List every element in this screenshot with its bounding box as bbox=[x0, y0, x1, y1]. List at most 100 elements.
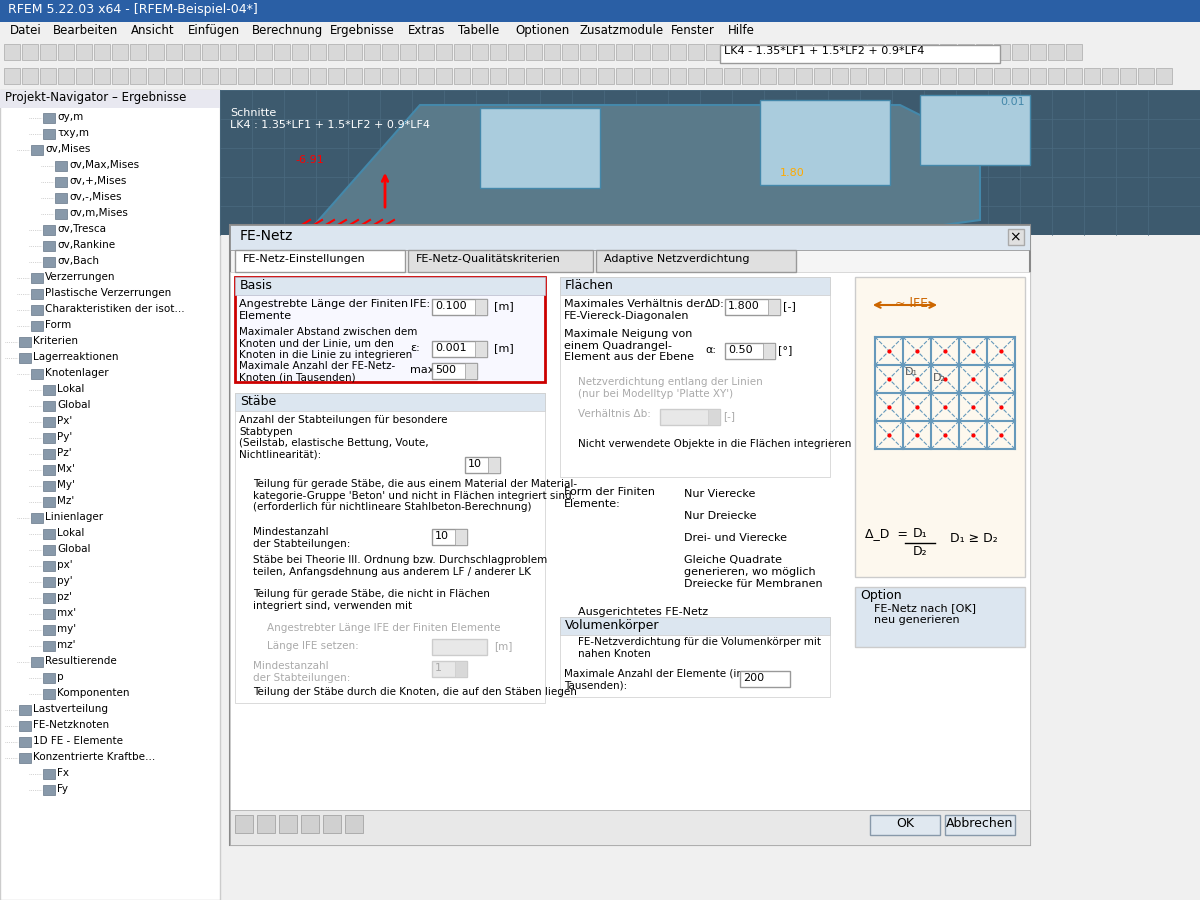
Bar bbox=[148, 68, 164, 84]
Bar bbox=[708, 409, 720, 425]
Text: p: p bbox=[58, 672, 64, 682]
Bar bbox=[472, 44, 488, 60]
Text: Maximale Anzahl der FE-Netz-
Knoten (in Tausenden): Maximale Anzahl der FE-Netz- Knoten (in … bbox=[239, 361, 395, 382]
Bar bbox=[725, 343, 775, 359]
Text: LK4 : 1.35*LF1 + 1.5*LF2 + 0.9*LF4: LK4 : 1.35*LF1 + 1.5*LF2 + 0.9*LF4 bbox=[230, 120, 430, 130]
Bar bbox=[94, 68, 110, 84]
Bar bbox=[742, 68, 758, 84]
Bar bbox=[850, 68, 866, 84]
Text: Kriterien: Kriterien bbox=[34, 336, 78, 346]
Bar bbox=[0, 0, 1200, 22]
Bar bbox=[596, 250, 796, 272]
Bar bbox=[1102, 68, 1118, 84]
Bar bbox=[292, 44, 308, 60]
Circle shape bbox=[670, 533, 680, 543]
Bar bbox=[166, 44, 182, 60]
Bar bbox=[31, 657, 43, 667]
Bar bbox=[43, 257, 55, 267]
Bar bbox=[740, 671, 790, 687]
Bar bbox=[760, 100, 890, 185]
Text: Mindestanzahl
der Stabteilungen:: Mindestanzahl der Stabteilungen: bbox=[253, 661, 350, 682]
Bar bbox=[455, 661, 467, 677]
Text: ~ lFE: ~ lFE bbox=[895, 297, 928, 310]
Bar bbox=[432, 661, 467, 677]
Text: Teilung für gerade Stäbe, die aus einem Material der Material-
kategorie-Gruppe : Teilung für gerade Stäbe, die aus einem … bbox=[253, 479, 577, 512]
Text: Komponenten: Komponenten bbox=[58, 688, 130, 698]
Bar bbox=[544, 44, 560, 60]
Bar bbox=[1030, 44, 1046, 60]
Text: 10: 10 bbox=[468, 459, 482, 469]
Bar bbox=[508, 44, 524, 60]
Bar bbox=[660, 409, 720, 425]
Bar bbox=[886, 68, 902, 84]
Bar bbox=[43, 769, 55, 779]
Text: lFE:: lFE: bbox=[410, 299, 430, 309]
Bar bbox=[43, 113, 55, 123]
Text: σv,Max,Mises: σv,Max,Mises bbox=[70, 160, 139, 170]
Bar bbox=[43, 465, 55, 475]
Bar bbox=[1012, 68, 1028, 84]
Bar bbox=[112, 44, 128, 60]
Bar bbox=[256, 68, 272, 84]
Text: Flächen: Flächen bbox=[565, 279, 614, 292]
Bar bbox=[870, 815, 940, 835]
Bar bbox=[0, 90, 220, 900]
Bar bbox=[43, 609, 55, 619]
Circle shape bbox=[253, 621, 263, 631]
Bar bbox=[238, 44, 254, 60]
Text: Drei- und Vierecke: Drei- und Vierecke bbox=[684, 533, 787, 543]
Bar bbox=[19, 737, 31, 747]
Bar bbox=[958, 44, 974, 60]
Bar bbox=[238, 68, 254, 84]
Bar bbox=[560, 277, 830, 477]
Circle shape bbox=[253, 639, 263, 649]
Text: 0.50: 0.50 bbox=[728, 345, 752, 355]
Bar bbox=[4, 68, 20, 84]
Bar bbox=[19, 705, 31, 715]
Bar bbox=[670, 581, 680, 591]
Bar bbox=[418, 44, 434, 60]
Text: Tabelle: Tabelle bbox=[458, 24, 499, 37]
Bar bbox=[1084, 68, 1100, 84]
Bar bbox=[230, 225, 1030, 250]
Text: D₂: D₂ bbox=[934, 373, 946, 383]
Bar bbox=[19, 753, 31, 763]
Bar bbox=[19, 337, 31, 347]
Text: Berechnung: Berechnung bbox=[252, 24, 323, 37]
Bar bbox=[724, 44, 740, 60]
Text: Dreiecke für Membranen: Dreiecke für Membranen bbox=[684, 579, 823, 589]
Bar bbox=[328, 44, 344, 60]
Bar bbox=[382, 68, 398, 84]
Bar bbox=[490, 68, 506, 84]
Text: Extras: Extras bbox=[408, 24, 445, 37]
Bar bbox=[670, 557, 680, 567]
Bar bbox=[580, 44, 596, 60]
Bar bbox=[274, 68, 290, 84]
Text: ε:: ε: bbox=[410, 343, 420, 353]
Bar bbox=[0, 22, 1200, 42]
Bar bbox=[43, 385, 55, 395]
Bar bbox=[230, 272, 1030, 810]
Text: Hilfe: Hilfe bbox=[728, 24, 755, 37]
Bar bbox=[994, 44, 1010, 60]
Bar bbox=[564, 609, 574, 619]
Text: FE-Netzknoten: FE-Netzknoten bbox=[34, 720, 109, 730]
Bar bbox=[994, 68, 1010, 84]
Bar bbox=[634, 44, 650, 60]
Bar bbox=[22, 44, 38, 60]
Text: py': py' bbox=[58, 576, 73, 586]
Bar bbox=[796, 44, 812, 60]
Text: Knotenlager: Knotenlager bbox=[46, 368, 109, 378]
Bar bbox=[323, 815, 341, 833]
Text: 0.001: 0.001 bbox=[436, 343, 467, 353]
Text: [-]: [-] bbox=[722, 411, 734, 421]
Bar bbox=[235, 277, 545, 295]
Bar bbox=[1156, 68, 1172, 84]
Bar bbox=[564, 379, 574, 389]
Bar bbox=[455, 529, 467, 545]
Text: τxy,m: τxy,m bbox=[58, 128, 89, 138]
Text: Lokal: Lokal bbox=[58, 528, 84, 538]
Text: σv,Rankine: σv,Rankine bbox=[58, 240, 115, 250]
Bar bbox=[432, 341, 487, 357]
Text: max:: max: bbox=[410, 365, 438, 375]
